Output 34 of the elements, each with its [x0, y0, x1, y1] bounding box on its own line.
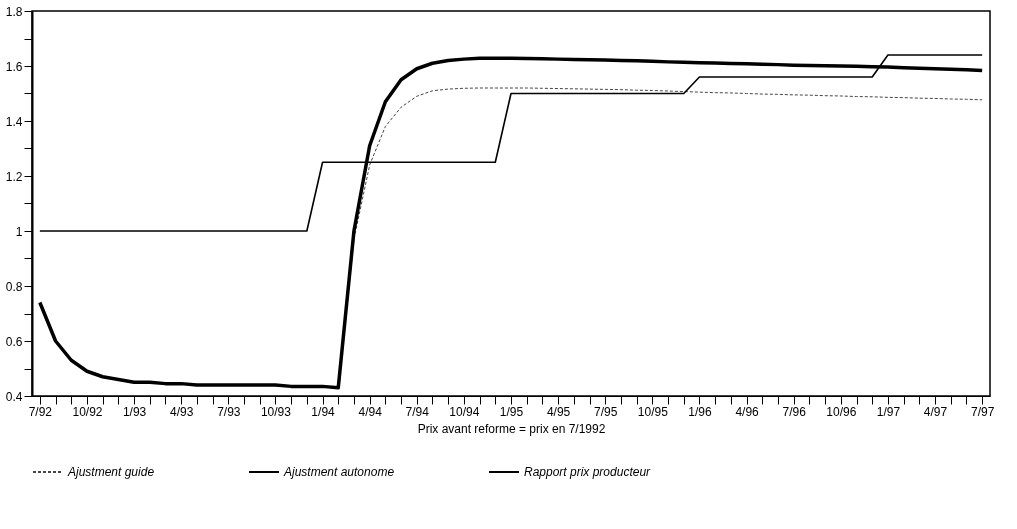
- x-tick-label: 10/94: [449, 404, 480, 419]
- y-tick-label: 0.6: [5, 334, 23, 349]
- x-tick-label: 10/93: [260, 404, 292, 419]
- x-axis-title: Prix avant reforme = prix en 7/1992: [417, 421, 606, 436]
- x-tick-label: 1/95: [499, 404, 524, 419]
- x-tick-label: 4/96: [735, 404, 760, 419]
- line-series: [38, 56, 984, 390]
- x-tick-label: 10/96: [826, 404, 857, 419]
- x-tick-label: 7/94: [405, 404, 430, 419]
- x-tick-label: 1/93: [122, 404, 147, 419]
- x-tick-label: 4/95: [546, 404, 571, 419]
- x-tick-label: 10/92: [72, 404, 103, 419]
- y-tick-label: 1.2: [5, 169, 23, 184]
- x-tick-label: 1/96: [688, 404, 712, 419]
- x-tick-label: 1/97: [876, 404, 901, 419]
- x-tick-label: 10/95: [637, 404, 669, 419]
- x-tick-label: 7/93: [217, 404, 241, 419]
- y-tick-label: 1.6: [5, 59, 23, 74]
- legend-label: Ajustment autonome: [283, 465, 395, 479]
- x-tick-label: 7/96: [782, 404, 807, 419]
- y-tick-label: 1: [15, 224, 23, 239]
- legend-label: Ajustment guide: [67, 465, 155, 479]
- legend-label: Rapport prix producteur: [524, 465, 652, 479]
- y-tick-label: 0.8: [5, 279, 23, 294]
- y-tick-label: 1.8: [5, 4, 23, 19]
- y-tick-label: 1.4: [5, 114, 23, 129]
- y-tick-label: 0.4: [5, 389, 23, 404]
- x-tick-label: 7/92: [28, 404, 53, 419]
- x-tick-label: 7/97: [970, 404, 995, 419]
- x-tick-label: 7/95: [594, 404, 618, 419]
- x-tick-label: 4/93: [170, 404, 194, 419]
- x-tick-label: 4/97: [923, 404, 948, 419]
- x-tick-label: 1/94: [311, 404, 336, 419]
- x-tick-label: 4/94: [358, 404, 383, 419]
